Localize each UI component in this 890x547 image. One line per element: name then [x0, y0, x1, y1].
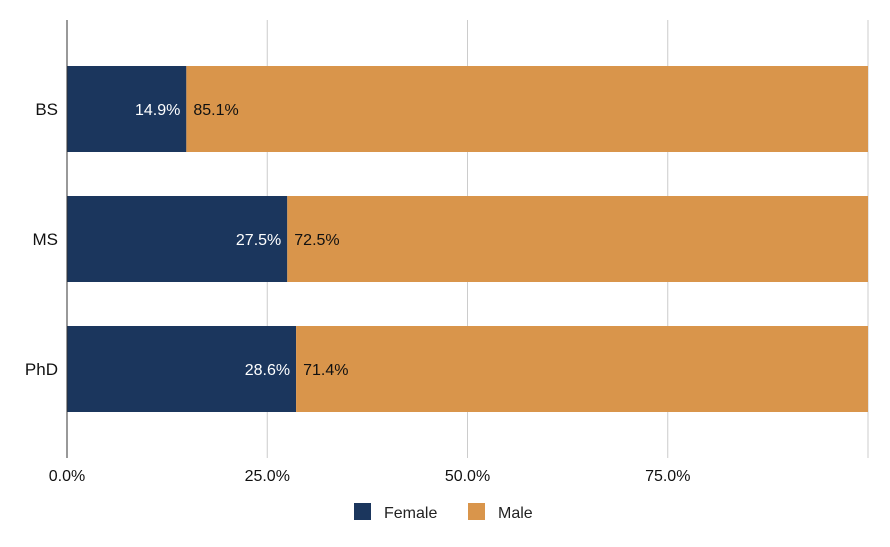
- bar-female-phd: [67, 326, 297, 412]
- category-label-phd: PhD: [25, 360, 58, 379]
- category-label-bs: BS: [35, 100, 58, 119]
- x-tick-label: 50.0%: [445, 468, 490, 485]
- data-label-male-ms: 72.5%: [294, 232, 339, 249]
- x-tick-label: 75.0%: [645, 468, 690, 485]
- data-label-male-phd: 71.4%: [303, 362, 348, 379]
- data-label-male-bs: 85.1%: [193, 102, 238, 119]
- data-label-female-phd: 28.6%: [245, 362, 290, 379]
- data-label-female-ms: 27.5%: [236, 232, 281, 249]
- bar-male-bs: [186, 66, 868, 152]
- legend-label-male: Male: [498, 505, 533, 522]
- x-tick-label: 0.0%: [49, 468, 85, 485]
- bar-male-ms: [287, 196, 868, 282]
- labels-layer: 14.9% 85.1% 27.5% 72.5% 28.6% 71.4%: [135, 102, 348, 379]
- axis-layer: BS MS PhD 0.0% 25.0% 50.0% 75.0%: [25, 20, 690, 485]
- legend-swatch-female: [354, 503, 371, 520]
- bars-layer: [67, 66, 868, 412]
- data-label-female-bs: 14.9%: [135, 102, 180, 119]
- bar-male-phd: [296, 326, 868, 412]
- legend: Female Male: [354, 503, 533, 522]
- bar-female-ms: [67, 196, 288, 282]
- x-tick-label: 25.0%: [245, 468, 290, 485]
- bar-female-bs: [67, 66, 187, 152]
- category-label-ms: MS: [33, 230, 59, 249]
- legend-swatch-male: [468, 503, 485, 520]
- legend-label-female: Female: [384, 505, 437, 522]
